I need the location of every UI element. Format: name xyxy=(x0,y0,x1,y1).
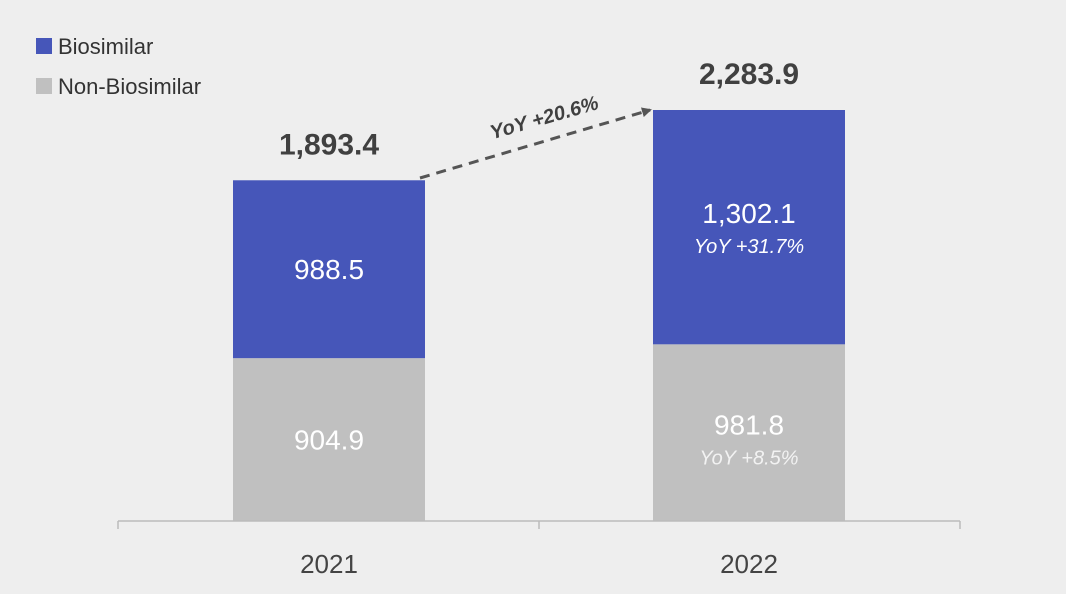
total-labels: 1,893.4 2,283.9 xyxy=(279,58,799,161)
bar-biosimilar-2021 xyxy=(233,180,425,359)
x-axis: 2021 2022 xyxy=(117,520,961,579)
growth-annotation: YoY +20.6% xyxy=(419,92,652,180)
legend-swatch-biosimilar xyxy=(36,38,52,54)
data-label-non-biosimilar-2022: 981.8 xyxy=(714,410,784,441)
growth-arrow xyxy=(419,107,652,180)
legend-label-non-biosimilar: Non-Biosimilar xyxy=(58,74,201,99)
bars xyxy=(233,110,845,521)
legend: Biosimilar Non-Biosimilar xyxy=(36,34,201,99)
data-labels: 904.9 988.5 981.8 YoY +8.5% 1,302.1 YoY … xyxy=(294,198,804,470)
legend-label-biosimilar: Biosimilar xyxy=(58,34,153,59)
bar-non-biosimilar-2022 xyxy=(653,344,845,521)
data-label-biosimilar-2021: 988.5 xyxy=(294,254,364,285)
total-label-2021: 1,893.4 xyxy=(279,128,379,161)
x-tick-label-2021: 2021 xyxy=(300,549,358,579)
yoy-label-biosimilar-2022: YoY +31.7% xyxy=(694,236,804,258)
data-label-biosimilar-2022: 1,302.1 xyxy=(702,198,795,229)
legend-swatch-non-biosimilar xyxy=(36,78,52,94)
yoy-label-non-biosimilar-2022: YoY +8.5% xyxy=(699,448,798,470)
bar-non-biosimilar-2021 xyxy=(233,358,425,521)
x-tick-label-2022: 2022 xyxy=(720,549,778,579)
data-label-non-biosimilar-2021: 904.9 xyxy=(294,425,364,456)
growth-label: YoY +20.6% xyxy=(488,92,602,144)
bar-biosimilar-2022 xyxy=(653,110,845,345)
total-label-2022: 2,283.9 xyxy=(699,58,799,91)
